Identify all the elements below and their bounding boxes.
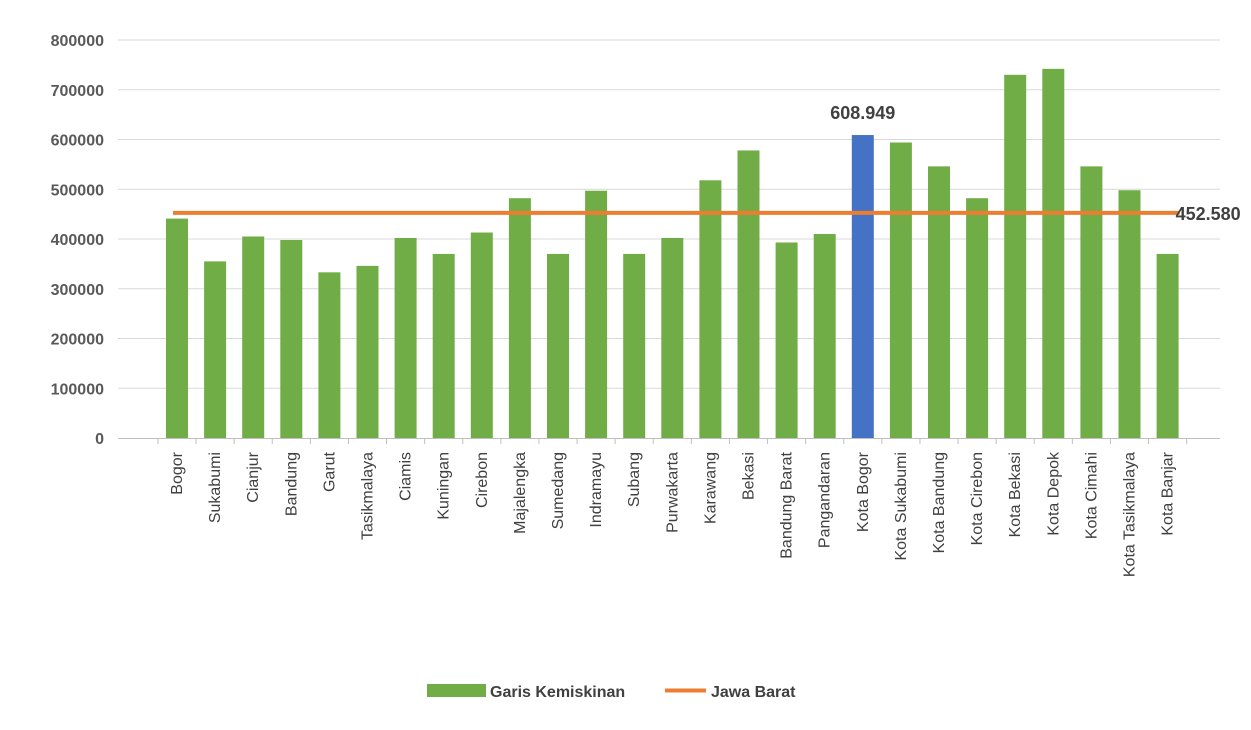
bar [166, 218, 188, 438]
x-tick-label: Garut [321, 451, 338, 492]
x-tick-label: Kota Bekasi [1007, 452, 1024, 537]
bar [813, 234, 836, 438]
x-tick-label: Sukabumi [207, 452, 224, 523]
bar [432, 253, 455, 438]
x-tick-label: Pangandaran [817, 452, 834, 548]
x-tick-label: Majalengka [512, 452, 529, 534]
bar [737, 150, 760, 438]
bar [1118, 190, 1141, 438]
annotations: 608.949 452.580 [830, 103, 1240, 224]
bar [280, 239, 303, 438]
x-tick-label: Kota Bogor [855, 451, 872, 532]
bar [699, 180, 722, 439]
x-tick-label: Kota Cirebon [969, 452, 986, 545]
x-tick-label: Bandung [283, 452, 300, 516]
x-tick-label: Bogor [169, 451, 186, 494]
bar [1080, 166, 1103, 439]
x-tick-label: Kuningan [436, 452, 453, 520]
y-tick-label: 500000 [51, 182, 104, 199]
x-tick-label: Bandung Barat [779, 451, 796, 558]
bar [661, 238, 684, 438]
bar [851, 135, 874, 439]
x-tick-label: Kota Banjar [1160, 451, 1177, 535]
bar [928, 166, 950, 439]
y-tick-label: 700000 [51, 83, 104, 100]
bar [1156, 253, 1179, 438]
x-tick-label: Ciamis [398, 452, 415, 501]
bar [966, 198, 989, 438]
x-tick-label: Indramayu [588, 452, 605, 528]
x-tick-label: Cirebon [474, 452, 491, 508]
bar [204, 261, 227, 438]
y-tick-label: 100000 [51, 381, 104, 398]
x-tick-label: Sumedang [550, 452, 567, 529]
bar [470, 232, 493, 438]
x-tick-label: Purwakarta [664, 452, 681, 533]
bar [394, 238, 417, 438]
data-label: 452.580 [1176, 204, 1241, 224]
data-label: 608.949 [830, 103, 895, 123]
legend-swatch-garis-kemiskinan [427, 684, 486, 697]
y-axis-ticks: 0 100000 200000 300000 400000 500000 600000 700… [51, 33, 104, 448]
x-tick-label: Kota Cimahi [1083, 452, 1100, 539]
legend-label-jawa-barat: Jawa Barat [711, 684, 796, 701]
bar [775, 242, 798, 438]
y-tick-label: 0 [95, 431, 104, 448]
legend-label-garis-kemiskinan: Garis Kemiskinan [490, 684, 625, 701]
x-tick-label: Karawang [702, 452, 719, 524]
legend: Garis Kemiskinan Jawa Barat [427, 684, 796, 701]
y-tick-label: 400000 [51, 232, 104, 249]
x-tick-label: Cianjur [245, 451, 262, 502]
y-tick-label: 600000 [51, 133, 104, 150]
bar [585, 190, 608, 438]
x-tick-label: Kota Sukabumi [893, 452, 910, 561]
bar [356, 265, 379, 438]
bar [242, 236, 265, 438]
x-tick-label: Kota Bandung [931, 452, 948, 553]
x-tick-label: Tasikmalaya [360, 452, 377, 540]
x-axis-ticks: Bogor Sukabumi Cianjur Bandung Garut Tasikmal… [169, 451, 1177, 577]
bar [1042, 68, 1065, 438]
y-tick-label: 800000 [51, 33, 104, 50]
bar [547, 253, 569, 438]
bars [166, 68, 1179, 439]
bar [318, 272, 341, 438]
bar [623, 253, 646, 438]
bar [508, 198, 531, 438]
y-tick-label: 200000 [51, 332, 104, 349]
x-tick-label: Bekasi [741, 452, 758, 500]
x-tick-label: Kota Tasikmalaya [1122, 452, 1139, 577]
bar [889, 142, 912, 439]
y-tick-label: 300000 [51, 282, 104, 299]
bar [1004, 74, 1027, 438]
x-axis [118, 438, 1220, 444]
x-tick-label: Subang [626, 452, 643, 507]
x-tick-label: Kota Depok [1045, 451, 1062, 536]
